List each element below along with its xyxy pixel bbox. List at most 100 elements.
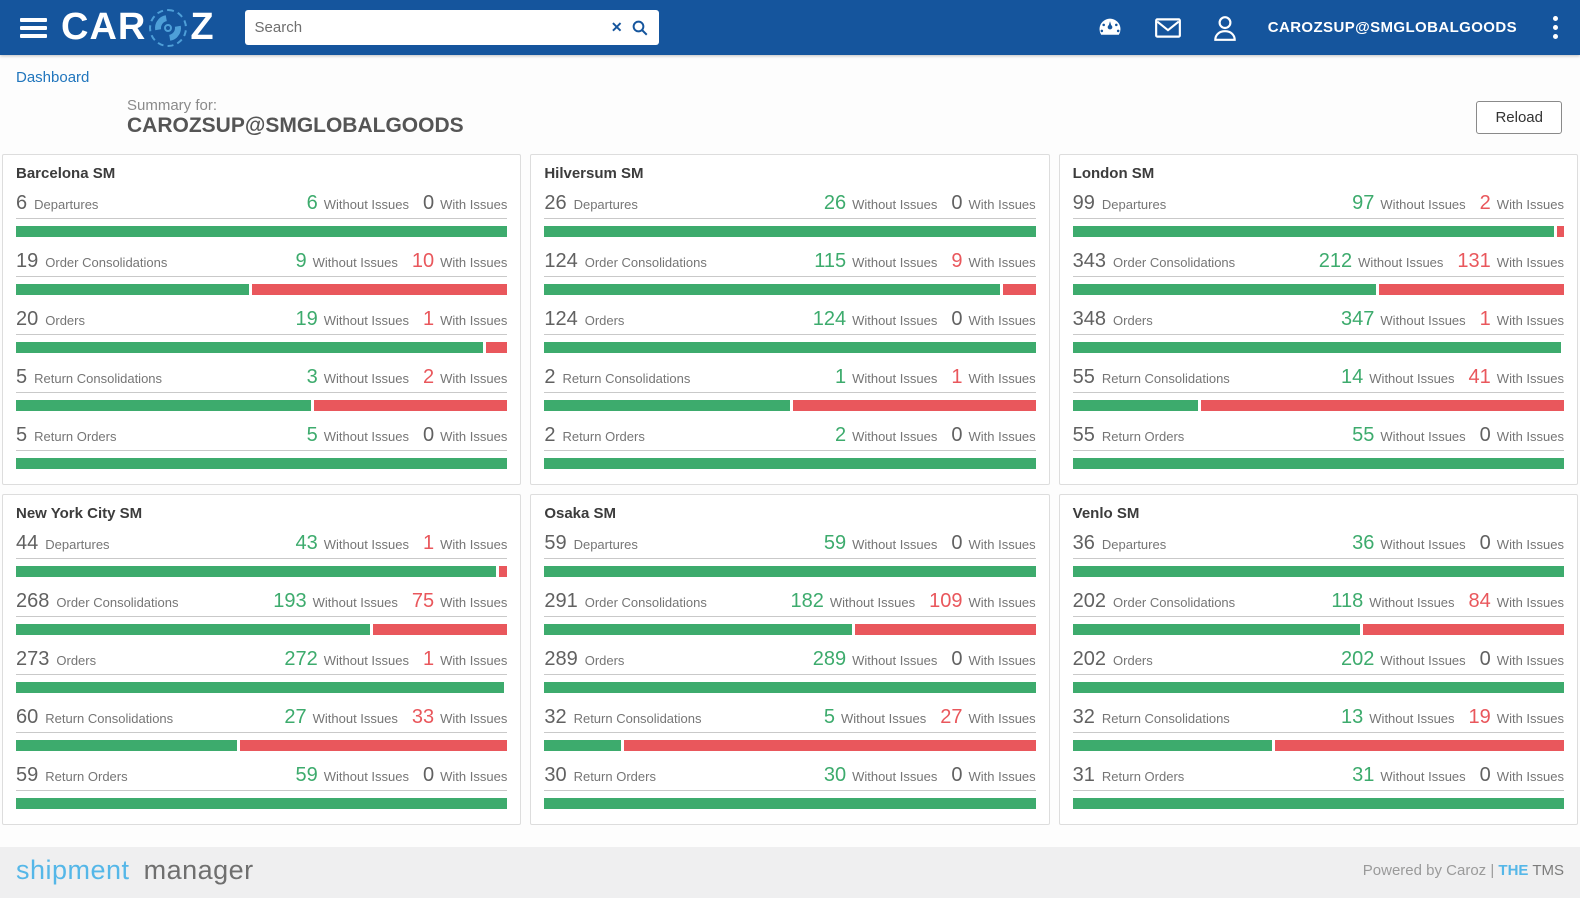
without-issues-label: Without Issues	[312, 595, 398, 610]
user-icon[interactable]	[1212, 14, 1238, 42]
metric-label: Return Consolidations	[562, 371, 691, 386]
without-issues-bar-segment	[16, 226, 508, 237]
with-issues-count: 19	[1468, 706, 1491, 728]
issues-bar	[16, 682, 507, 693]
metric-text-line: 31 Return Orders 31 Without Issues 0 Wit…	[1072, 764, 1564, 791]
metric-row: 268 Order Consolidations 193 Without Iss…	[16, 590, 508, 635]
without-issues-bar-segment	[16, 458, 508, 469]
metric-text-line: 32 Return Consolidations 5 Without Issue…	[544, 706, 1036, 733]
with-issues-count: 0	[1479, 532, 1491, 554]
without-issues-bar-segment	[544, 284, 1000, 295]
site-card-body: 6 Departures 6 Without Issues 0 With Iss…	[16, 192, 508, 469]
metric-row: 291 Order Consolidations 182 Without Iss…	[544, 590, 1036, 635]
metric-count: 124	[544, 250, 578, 272]
with-issues-label: With Issues	[968, 429, 1036, 444]
issues-bar	[1072, 624, 1564, 635]
without-issues-count: 182	[790, 590, 824, 612]
metric-text-line: 55 Return Orders 55 Without Issues 0 Wit…	[1072, 424, 1564, 451]
metric-label: Order Consolidations	[45, 255, 168, 270]
issues-bar	[544, 682, 1036, 693]
with-issues-count: 10	[411, 250, 435, 272]
without-issues-label: Without Issues	[852, 653, 938, 668]
with-issues-count: 1	[951, 366, 963, 388]
site-card-body: 44 Departures 43 Without Issues 1 With I…	[16, 532, 508, 809]
with-issues-count: 2	[423, 366, 435, 388]
without-issues-label: Without Issues	[1380, 313, 1466, 328]
metric-count: 19	[16, 250, 39, 272]
brand-shipment: shipment	[16, 855, 130, 885]
without-issues-count: 9	[295, 250, 307, 272]
search-icon[interactable]	[629, 19, 659, 37]
mail-icon[interactable]	[1154, 16, 1182, 40]
metric-count: 289	[544, 648, 578, 670]
without-issues-bar-segment	[16, 798, 508, 809]
top-navbar: CAR Z ✕ CAROZSUP	[0, 0, 1580, 55]
without-issues-bar-segment	[544, 342, 1036, 353]
dashboard-icon[interactable]	[1096, 14, 1124, 42]
metric-count: 44	[16, 532, 39, 554]
issues-bar	[1072, 740, 1564, 751]
without-issues-count: 202	[1341, 648, 1375, 670]
with-issues-bar-segment	[792, 400, 1036, 411]
metric-label: Return Consolidations	[34, 371, 163, 386]
without-issues-count: 193	[273, 590, 307, 612]
issues-bar	[1072, 400, 1564, 411]
metric-count: 59	[16, 764, 39, 786]
metric-text-line: 55 Return Consolidations 14 Without Issu…	[1072, 366, 1564, 393]
clear-search-icon[interactable]: ✕	[610, 19, 623, 35]
metric-text-line: 99 Departures 97 Without Issues 2 With I…	[1072, 192, 1564, 219]
without-issues-label: Without Issues	[1380, 653, 1466, 668]
without-issues-label: Without Issues	[323, 197, 410, 212]
powered-prefix: Powered by Caroz |	[1362, 862, 1495, 879]
without-issues-count: 6	[306, 192, 318, 214]
reload-button[interactable]: Reload	[1476, 101, 1562, 134]
without-issues-bar-segment	[544, 624, 852, 635]
with-issues-count: 1	[423, 532, 435, 554]
site-card: Osaka SM 59 Departures 59 Without Issues…	[530, 494, 1050, 825]
site-card-title: Hilversum SM	[544, 165, 644, 182]
with-issues-label: With Issues	[440, 711, 508, 726]
with-issues-count: 27	[940, 706, 963, 728]
issues-bar	[1072, 798, 1564, 809]
with-issues-count: 0	[951, 308, 963, 330]
metric-count: 291	[544, 590, 578, 612]
without-issues-label: Without Issues	[323, 653, 410, 668]
site-card: London SM 99 Departures 97 Without Issue…	[1058, 154, 1578, 485]
metric-text-line: 291 Order Consolidations 182 Without Iss…	[544, 590, 1036, 617]
caroz-logo[interactable]: CAR Z	[61, 6, 215, 49]
metric-text-line: 32 Return Consolidations 13 Without Issu…	[1072, 706, 1564, 733]
without-issues-bar-segment	[1072, 798, 1564, 809]
metric-count: 2	[544, 366, 556, 388]
issues-bar	[1072, 284, 1564, 295]
account-name[interactable]: CAROZSUP@SMGLOBALGOODS	[1267, 19, 1517, 36]
without-issues-count: 272	[284, 648, 318, 670]
powered-the: THE	[1498, 862, 1529, 879]
metric-count: 343	[1072, 250, 1107, 272]
metric-text-line: 2 Return Orders 2 Without Issues 0 With …	[544, 424, 1036, 451]
without-issues-count: 43	[295, 532, 318, 554]
issues-bar	[544, 740, 1036, 751]
search-input[interactable]	[244, 10, 605, 45]
without-issues-count: 124	[812, 308, 847, 330]
metric-count: 32	[544, 706, 567, 728]
with-issues-count: 0	[951, 192, 963, 214]
without-issues-bar-segment	[16, 624, 370, 635]
metric-label: Departures	[45, 537, 110, 552]
without-issues-label: Without Issues	[312, 711, 398, 726]
site-card-title: Osaka SM	[544, 505, 617, 522]
brand-manager: manager	[143, 855, 254, 885]
with-issues-count: 1	[423, 648, 435, 670]
with-issues-label: With Issues	[968, 653, 1036, 668]
menu-icon[interactable]	[20, 17, 47, 38]
metric-row: 5 Return Consolidations 3 Without Issues…	[16, 366, 508, 411]
without-issues-count: 14	[1341, 366, 1364, 388]
breadcrumb-dashboard-link[interactable]: Dashboard	[16, 69, 90, 86]
metric-row: 19 Order Consolidations 9 Without Issues…	[16, 250, 508, 295]
with-issues-label: With Issues	[968, 711, 1036, 726]
without-issues-label: Without Issues	[1369, 595, 1455, 610]
with-issues-count: 0	[951, 532, 963, 554]
with-issues-bar-segment	[313, 400, 508, 411]
without-issues-label: Without Issues	[852, 429, 938, 444]
with-issues-bar-segment	[1275, 740, 1564, 751]
overflow-menu-icon[interactable]	[1547, 12, 1564, 43]
